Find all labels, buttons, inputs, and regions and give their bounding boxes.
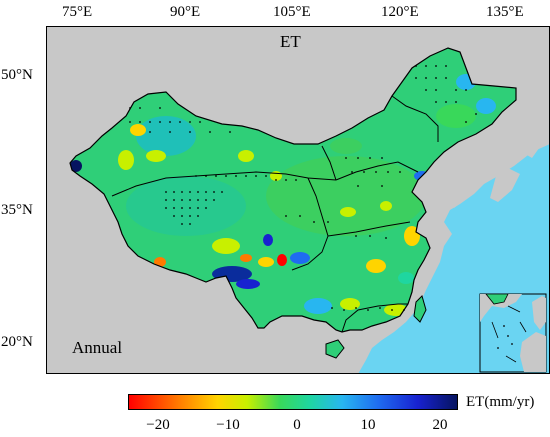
colorbar-tick-20: 20 bbox=[432, 417, 448, 433]
longitude-tick-90e: 90°E bbox=[170, 4, 201, 20]
map-title: ET bbox=[280, 32, 301, 51]
colorbar bbox=[128, 394, 458, 410]
taiwan-island bbox=[413, 295, 427, 323]
longitude-tick-75e: 75°E bbox=[62, 4, 93, 20]
longitude-tick-105e: 105°E bbox=[273, 4, 311, 20]
latitude-tick-35n: 35°N bbox=[1, 202, 33, 218]
hainan-island bbox=[325, 339, 345, 359]
longitude-tick-120e: 120°E bbox=[381, 4, 419, 20]
significance-dots bbox=[129, 65, 477, 311]
season-label: Annual bbox=[72, 338, 123, 357]
colorbar-tick-minus20: −20 bbox=[146, 417, 170, 433]
colorbar-tick-0: 0 bbox=[293, 417, 301, 433]
region-boundaries bbox=[111, 95, 439, 333]
colorbar-tick-10: 10 bbox=[360, 417, 376, 433]
longitude-tick-135e: 135°E bbox=[486, 4, 524, 20]
colorbar-tick-minus10: −10 bbox=[216, 417, 240, 433]
japan-islands bbox=[490, 130, 542, 202]
korea-peninsula bbox=[448, 174, 466, 208]
map-frame bbox=[46, 26, 550, 374]
inset-map bbox=[479, 293, 547, 373]
colorbar-unit-label: ET(mm/yr) bbox=[466, 394, 535, 410]
latitude-tick-20n: 20°N bbox=[1, 334, 33, 350]
latitude-tick-50n: 50°N bbox=[1, 67, 33, 83]
china-border bbox=[69, 47, 517, 333]
